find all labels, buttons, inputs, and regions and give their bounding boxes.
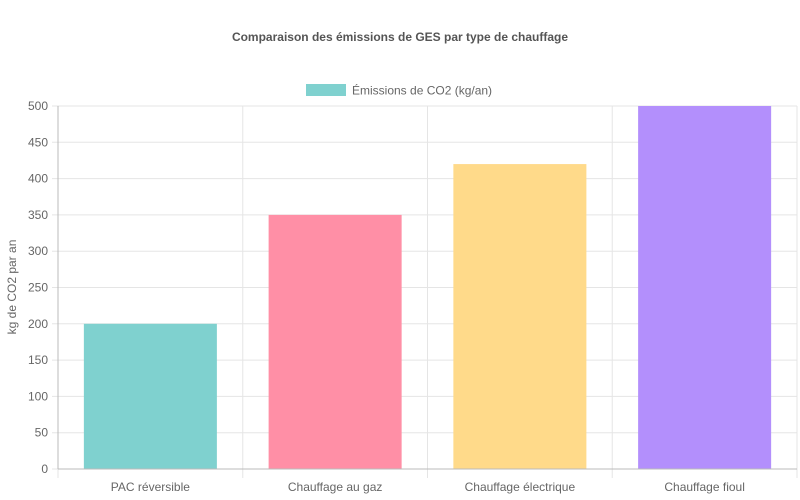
legend[interactable]: Émissions de CO2 (kg/an) <box>306 83 492 98</box>
y-tick-label: 150 <box>28 353 48 367</box>
bar[interactable] <box>638 106 772 469</box>
legend-label: Émissions de CO2 (kg/an) <box>352 83 492 98</box>
x-tick-label: Chauffage au gaz <box>288 480 383 494</box>
x-tick-labels: PAC réversible Chauffage au gaz Chauffage … <box>111 480 745 494</box>
x-tick-label: PAC réversible <box>111 480 190 494</box>
y-tick-label: 400 <box>28 172 48 186</box>
y-tick-label: 450 <box>28 135 48 149</box>
legend-swatch <box>306 84 346 96</box>
y-tick-label: 300 <box>28 244 48 258</box>
bar[interactable] <box>83 323 217 469</box>
y-tick-label: 0 <box>41 462 48 476</box>
y-tick-label: 100 <box>28 389 48 403</box>
bar[interactable] <box>268 214 402 469</box>
y-tick-labels: 0 50 100 150 200 250 300 350 400 450 500 <box>28 99 48 476</box>
axes <box>57 106 797 470</box>
y-tick-label: 50 <box>35 426 49 440</box>
bar[interactable] <box>453 164 587 469</box>
y-tick-label: 350 <box>28 208 48 222</box>
y-tick-label: 200 <box>28 317 48 331</box>
x-tick-label: Chauffage électrique <box>465 480 576 494</box>
y-tick-label: 500 <box>28 99 48 113</box>
bars <box>83 106 772 469</box>
y-axis-title: kg de CO2 par an <box>5 240 19 335</box>
y-tick-label: 250 <box>28 281 48 295</box>
x-tick-label: Chauffage fioul <box>664 480 745 494</box>
chart-title: Comparaison des émissions de GES par typ… <box>232 30 568 44</box>
